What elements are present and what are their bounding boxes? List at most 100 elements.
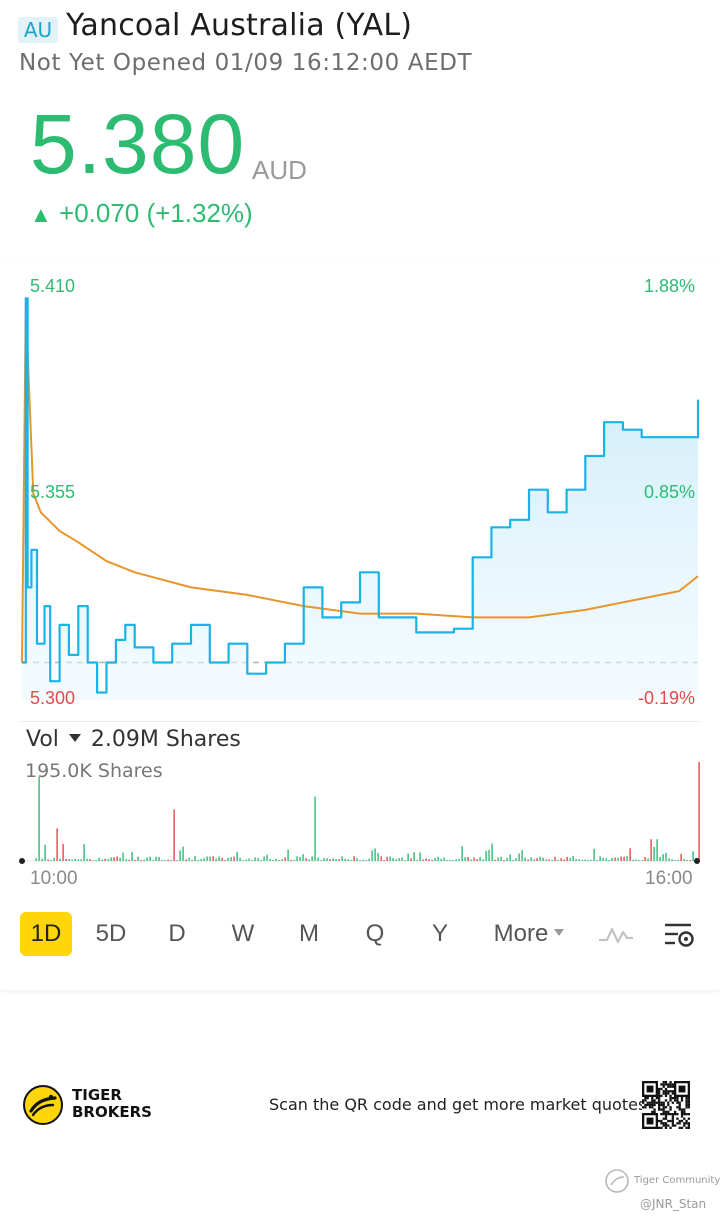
volume-bar	[89, 859, 91, 861]
volume-bar	[338, 859, 340, 861]
chart-settings-button[interactable]	[658, 912, 700, 956]
volume-bar	[131, 852, 133, 861]
volume-bar	[515, 858, 517, 861]
volume-bar	[56, 828, 58, 861]
volume-bar	[335, 859, 337, 861]
currency-label: AUD	[252, 155, 307, 185]
volume-bar	[179, 850, 181, 861]
volume-bar	[626, 856, 628, 861]
volume-bar	[509, 854, 511, 861]
volume-bar	[323, 857, 325, 861]
volume-bar	[317, 857, 319, 861]
volume-bar	[518, 853, 520, 861]
volume-bar	[506, 857, 508, 861]
volume-bar	[665, 852, 667, 861]
volume-bar	[389, 856, 391, 861]
volume-bar	[170, 860, 172, 861]
volume-bar	[251, 860, 253, 861]
volume-bar	[398, 858, 400, 861]
volume-bar	[44, 844, 46, 861]
volume-bar	[416, 860, 418, 861]
volume-bar	[434, 857, 436, 861]
volume-bar	[167, 859, 169, 861]
tiger-community-logo-icon	[605, 1169, 629, 1193]
volume-bar	[221, 857, 223, 861]
volume-bar	[596, 860, 598, 861]
y-axis-top-label: 5.410	[30, 276, 76, 296]
volume-bar	[194, 856, 196, 861]
period-1d[interactable]: 1D	[20, 912, 72, 956]
volume-bar	[689, 860, 691, 861]
volume-label: Vol	[26, 727, 59, 752]
volume-bar	[347, 859, 349, 861]
volume-bar	[350, 860, 352, 861]
volume-bar	[440, 858, 442, 861]
volume-bar	[698, 762, 700, 861]
period-5d[interactable]: 5D	[95, 920, 127, 947]
volume-bar	[266, 854, 268, 861]
volume-bar	[692, 851, 694, 861]
last-price: 5.380	[30, 97, 246, 191]
qr-code-icon[interactable]	[642, 1081, 690, 1129]
volume-bar	[485, 850, 487, 861]
volume-bar	[62, 844, 64, 861]
volume-bar	[80, 859, 82, 861]
period-w[interactable]: W	[231, 920, 255, 947]
volume-bar	[206, 856, 208, 861]
indicator-button[interactable]	[596, 912, 636, 956]
volume-bar	[569, 858, 571, 861]
volume-bar	[425, 858, 427, 861]
average-price-line	[21, 305, 699, 663]
volume-bar	[185, 859, 187, 861]
volume-bar	[263, 856, 265, 861]
volume-bar	[140, 860, 142, 861]
volume-bar	[401, 857, 403, 861]
watermark-user: @JNR_Stan	[640, 1197, 707, 1211]
volume-bar	[641, 860, 643, 861]
volume-bar	[602, 857, 604, 861]
volume-bar	[176, 860, 178, 861]
volume-bar	[428, 859, 430, 861]
volume-bar	[620, 856, 622, 861]
period-m[interactable]: M	[299, 920, 319, 947]
volume-bar	[332, 858, 334, 861]
volume-selector[interactable]: Vol 2.09M Shares	[26, 727, 241, 752]
volume-bar	[92, 860, 94, 861]
volume-bar	[587, 860, 589, 861]
volume-bar	[269, 859, 271, 861]
volume-bar	[215, 858, 217, 861]
volume-bar	[95, 860, 97, 861]
volume-bar	[536, 858, 538, 861]
period-y[interactable]: Y	[431, 920, 448, 947]
period-more[interactable]: More	[486, 912, 572, 956]
volume-bar	[521, 850, 523, 861]
volume-bar	[71, 859, 73, 861]
volume-bar	[356, 858, 358, 861]
volume-chart	[19, 762, 700, 864]
volume-bar	[590, 860, 592, 861]
volume-bar	[461, 846, 463, 861]
volume-bar	[512, 860, 514, 861]
brand-line-2: BROKERS	[72, 1103, 152, 1121]
volume-bar	[134, 860, 136, 861]
caret-down-icon	[554, 929, 565, 937]
volume-bar	[326, 858, 328, 861]
volume-bar	[329, 859, 331, 861]
period-d[interactable]: D	[168, 920, 186, 947]
volume-bar	[218, 856, 220, 861]
volume-bar	[125, 859, 127, 861]
volume-bar	[455, 859, 457, 861]
volume-bar	[53, 857, 55, 861]
intraday-price-chart[interactable]	[0, 260, 720, 720]
volume-bar	[284, 857, 286, 861]
brand-name: TIGER BROKERS	[72, 1087, 152, 1121]
volume-bar	[209, 856, 211, 861]
volume-bar	[638, 860, 640, 861]
y-axis-bottom-label: 5.300	[30, 688, 76, 708]
volume-bar	[656, 839, 658, 861]
volume-bar	[197, 860, 199, 861]
volume-bar	[392, 857, 394, 861]
volume-bar	[122, 852, 124, 861]
volume-end-dot	[19, 858, 25, 864]
period-q[interactable]: Q	[365, 920, 385, 947]
